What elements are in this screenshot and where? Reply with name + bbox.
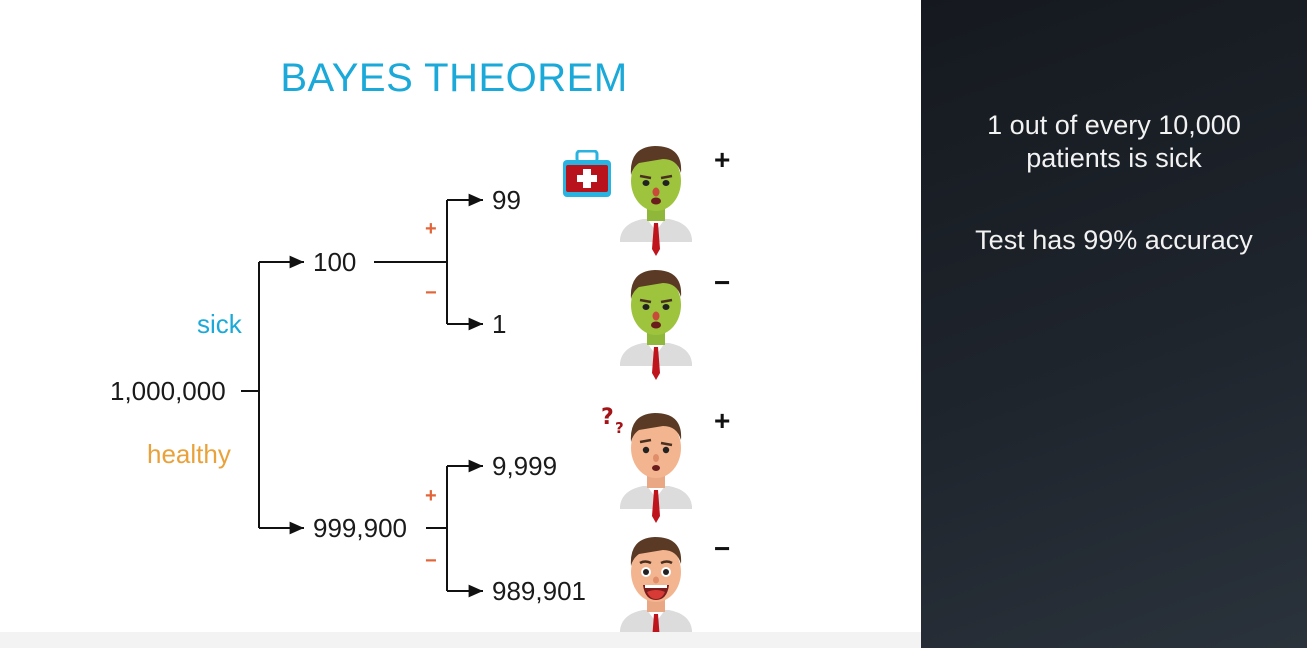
healthy-negative-count: 989,901	[492, 576, 586, 606]
healthy-minus-sign: −	[425, 550, 437, 572]
healthy-label: healthy	[147, 439, 231, 469]
slide: BAYES THEOREM 1,000,000 sick healthy	[0, 56, 921, 648]
root-count: 1,000,000	[110, 376, 226, 406]
result-sign-healthy-negative: −	[714, 533, 731, 564]
sick-label: sick	[197, 309, 242, 339]
panel-line-3: Test has 99% accuracy	[975, 225, 1253, 255]
sick-positive-count: 99	[492, 185, 521, 215]
happy-face-icon	[620, 537, 692, 647]
sick-negative-count: 1	[492, 309, 507, 339]
result-sign-sick-negative: −	[714, 267, 731, 298]
result-sign-healthy-positive: +	[714, 405, 731, 436]
svg-text:?: ?	[615, 419, 624, 436]
sick-face-icon	[620, 146, 692, 256]
sick-plus-sign: +	[425, 218, 437, 240]
healthy-positive-count: 9,999	[492, 451, 558, 481]
sick-face-icon	[620, 270, 692, 380]
sick-minus-sign: −	[425, 282, 437, 304]
tree-lines	[241, 193, 483, 598]
confused-face-icon	[620, 413, 692, 523]
svg-text:?: ?	[601, 405, 614, 430]
bottom-strip	[0, 632, 921, 648]
question-marks-icon: ? ?	[601, 405, 624, 436]
slide-title: BAYES THEOREM	[280, 56, 628, 100]
healthy-count: 999,900	[313, 513, 407, 543]
medkit-icon	[563, 150, 611, 197]
info-panel: 1 out of every 10,000 patients is sick T…	[921, 0, 1307, 648]
sick-count: 100	[313, 247, 357, 277]
panel-line-1: 1 out of every 10,000	[987, 110, 1241, 140]
panel-line-2: patients is sick	[1026, 143, 1202, 173]
healthy-plus-sign: +	[425, 485, 437, 507]
result-sign-sick-positive: +	[714, 144, 731, 175]
